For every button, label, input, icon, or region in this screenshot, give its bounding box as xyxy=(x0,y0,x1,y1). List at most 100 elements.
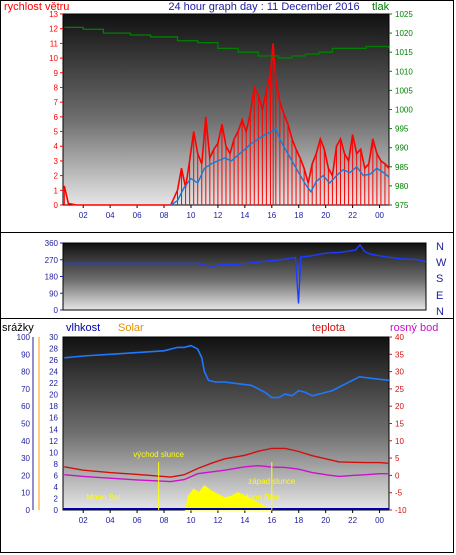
wind-y-tick: 11 xyxy=(50,39,59,48)
compass-label: N xyxy=(436,306,444,318)
wind-x-tick: 14 xyxy=(240,211,249,220)
rain-y-tick: 90 xyxy=(21,350,30,359)
humidity-y-tick: 20 xyxy=(49,391,58,400)
annotations: východ slunce západ slunce Moon Set Moon Ri… xyxy=(86,450,296,510)
series-layer xyxy=(63,26,427,511)
compass-label: S xyxy=(436,273,443,285)
climate-x-tick: 04 xyxy=(106,516,115,525)
direction-plot-area xyxy=(62,242,427,311)
humidity-y-tick: 4 xyxy=(54,483,59,492)
wind-y-tick: 3 xyxy=(54,157,59,166)
wind-y-tick: 12 xyxy=(49,25,58,34)
temperature-y-tick: 40 xyxy=(395,333,404,342)
temperature-y-tick: 25 xyxy=(395,385,404,394)
rain-y-tick: 50 xyxy=(21,420,30,429)
direction-y-tick: 360 xyxy=(45,239,59,248)
humidity-y-tick: 26 xyxy=(49,356,58,365)
pressure-y-tick: 1000 xyxy=(395,106,413,115)
direction-y-tick: 90 xyxy=(49,289,58,298)
wind-x-tick: 18 xyxy=(294,211,303,220)
temperature-y-tick: 20 xyxy=(395,402,404,411)
rain-y-tick: 0 xyxy=(26,506,31,515)
compass-label: N xyxy=(436,241,444,253)
wind-x-tick: 06 xyxy=(133,211,142,220)
climate-x-tick: 16 xyxy=(267,516,276,525)
temperature-line xyxy=(64,447,390,478)
temperature-y-tick: 30 xyxy=(395,368,404,377)
dewpoint-label: rosný bod xyxy=(390,322,438,334)
temperature-y-tick: -10 xyxy=(395,506,407,515)
rain-y-tick: 60 xyxy=(21,402,30,411)
humidity-y-tick: 6 xyxy=(54,471,59,480)
wind-y-tick: 9 xyxy=(54,69,59,78)
sunset-label: západ slunce xyxy=(248,477,296,486)
humidity-y-tick: 28 xyxy=(49,345,58,354)
climate-x-tick: 22 xyxy=(348,516,357,525)
wind-y-tick: 10 xyxy=(49,54,58,63)
wind-x-tick: 16 xyxy=(267,211,276,220)
pressure-label: tlak xyxy=(372,1,390,13)
wind-y-tick: 13 xyxy=(49,10,58,19)
wind-x-tick: 08 xyxy=(160,211,169,220)
solar-area xyxy=(184,485,273,511)
wind-x-tick: 12 xyxy=(213,211,222,220)
pressure-line xyxy=(64,26,390,59)
climate-plot-area xyxy=(62,336,390,511)
humidity-y-tick: 24 xyxy=(49,368,58,377)
climate-x-tick: 02 xyxy=(79,516,88,525)
humidity-y-tick: 22 xyxy=(49,379,58,388)
moonset-label: Moon Set xyxy=(86,493,121,502)
rain-label: srážky xyxy=(2,322,34,334)
wind-y-tick: 8 xyxy=(54,83,59,92)
temperature-y-tick: 0 xyxy=(395,471,400,480)
wind-average-line xyxy=(170,127,390,206)
solar-label: Solar xyxy=(118,322,144,334)
rain-y-tick: 40 xyxy=(21,437,30,446)
pressure-y-tick: 1005 xyxy=(395,86,413,95)
humidity-y-tick: 14 xyxy=(49,425,58,434)
wind-x-tick: 20 xyxy=(321,211,330,220)
wind-x-tick: 10 xyxy=(187,211,196,220)
climate-x-tick: 18 xyxy=(294,516,303,525)
chart-title: 24 hour graph day : 11 December 2016 xyxy=(168,1,359,13)
climate-x-tick: 06 xyxy=(133,516,142,525)
wind-y-tick: 4 xyxy=(54,142,59,151)
rain-y-tick: 20 xyxy=(21,471,30,480)
humidity-label: vlhkost xyxy=(66,322,100,334)
wind-y-tick: 1 xyxy=(54,186,59,195)
climate-x-tick: 00 xyxy=(375,516,384,525)
dewpoint-line xyxy=(64,464,389,483)
humidity-y-tick: 16 xyxy=(49,414,58,423)
humidity-line xyxy=(64,344,390,399)
rain-y-tick: 70 xyxy=(21,385,30,394)
pressure-y-tick: 1020 xyxy=(395,29,413,38)
wind-x-tick: 22 xyxy=(348,211,357,220)
moonrise-label: Moon Rise xyxy=(242,493,281,502)
wind-y-tick: 2 xyxy=(54,172,59,181)
humidity-y-tick: 0 xyxy=(54,506,59,515)
climate-x-tick: 12 xyxy=(213,516,222,525)
humidity-y-tick: 30 xyxy=(49,333,58,342)
temperature-y-tick: 10 xyxy=(395,437,404,446)
pressure-y-tick: 980 xyxy=(395,182,409,191)
wind-x-tick: 04 xyxy=(106,211,115,220)
temperature-y-tick: 5 xyxy=(395,454,400,463)
sunrise-label: východ slunce xyxy=(133,450,184,459)
humidity-y-tick: 2 xyxy=(54,494,59,503)
wind-x-tick: 00 xyxy=(375,211,384,220)
humidity-y-tick: 12 xyxy=(49,437,58,446)
humidity-y-tick: 18 xyxy=(49,402,58,411)
temperature-y-tick: -5 xyxy=(395,489,403,498)
rain-y-tick: 30 xyxy=(21,454,30,463)
climate-x-tick: 10 xyxy=(187,516,196,525)
climate-x-tick: 08 xyxy=(160,516,169,525)
humidity-y-tick: 8 xyxy=(54,460,59,469)
temperature-label: teplota xyxy=(312,322,346,334)
compass-label: W xyxy=(436,257,447,269)
pressure-y-tick: 975 xyxy=(395,201,409,210)
humidity-y-tick: 10 xyxy=(49,448,58,457)
temperature-y-tick: 35 xyxy=(395,350,404,359)
pressure-y-tick: 1015 xyxy=(395,48,413,57)
pressure-y-tick: 995 xyxy=(395,125,409,134)
